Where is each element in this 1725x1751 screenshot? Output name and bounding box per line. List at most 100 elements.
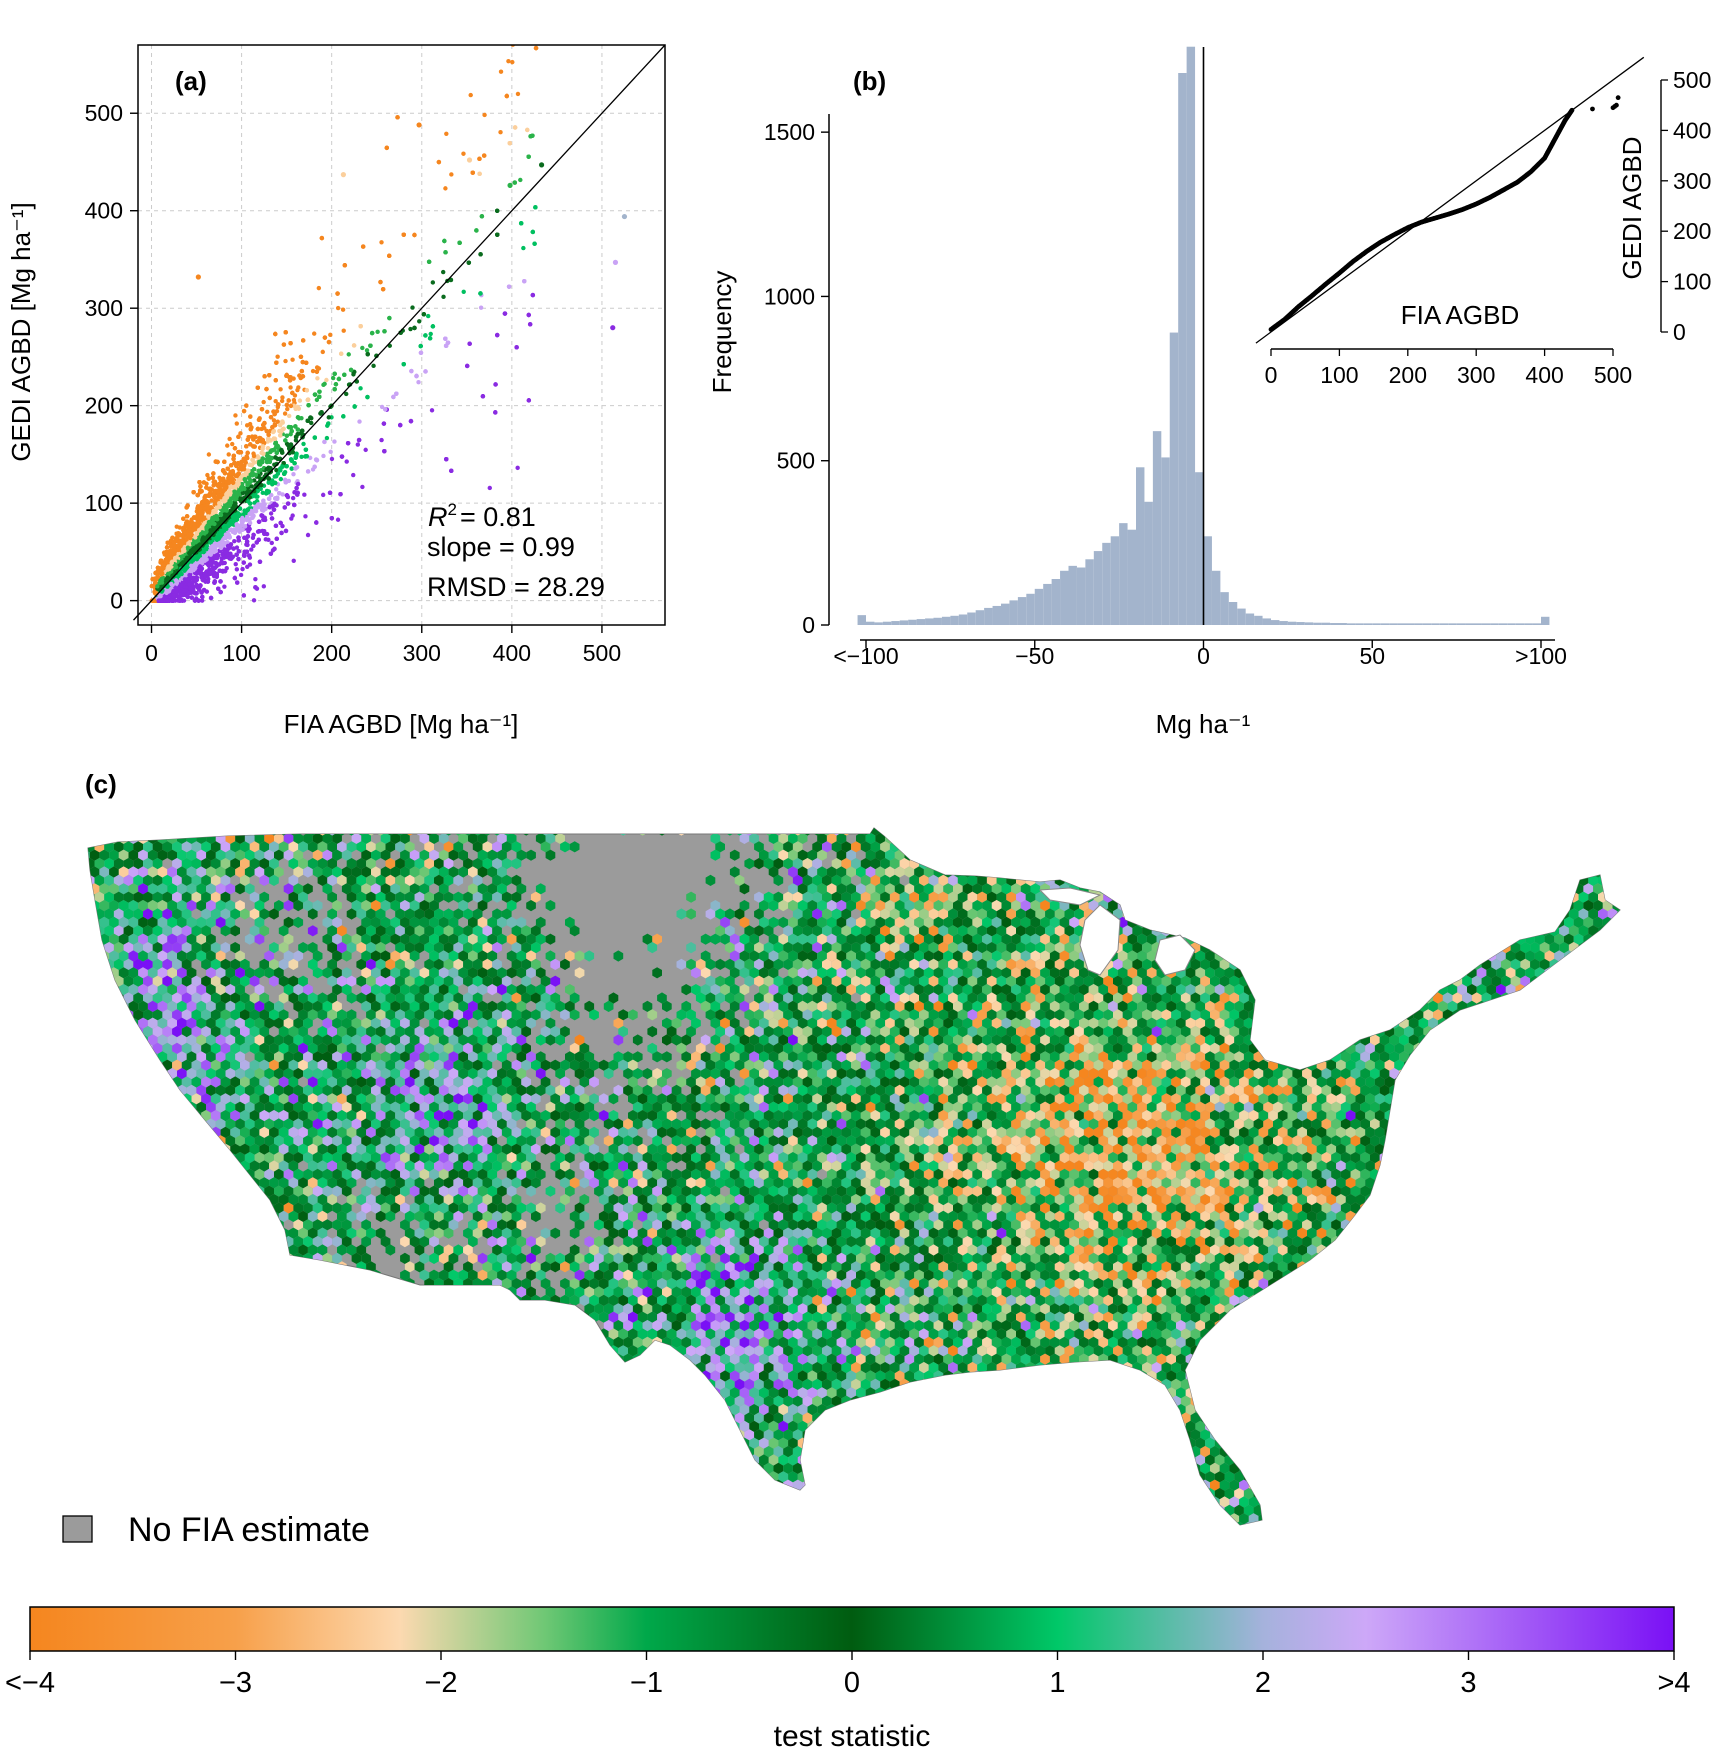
panel-a-point — [506, 284, 512, 289]
panel-a-point — [305, 532, 311, 538]
panel-a-point — [291, 376, 296, 381]
panel-a-point — [461, 289, 466, 294]
panel-a-point — [249, 547, 254, 552]
panel-a-point — [303, 514, 308, 519]
panel-a-point — [247, 562, 253, 567]
panel-a-point — [324, 377, 329, 383]
panel-a-point — [515, 91, 521, 97]
panel-a-point — [201, 480, 207, 485]
panel-a-point — [358, 386, 363, 391]
panel-a-point — [264, 428, 270, 434]
panel-a-point — [369, 330, 375, 336]
panel-a-point — [344, 459, 349, 464]
panel-a-point — [468, 92, 473, 98]
panel-a-point — [302, 492, 307, 497]
panel-a-point — [227, 436, 232, 442]
panel-a-point — [355, 442, 361, 447]
panel-a-point — [291, 471, 296, 477]
panel-a-point — [251, 598, 257, 603]
panel-a-point — [259, 406, 265, 412]
panel-a-point — [275, 354, 280, 359]
panel-a-point — [238, 431, 243, 436]
panel-a-point — [375, 329, 380, 335]
panel-a-point — [364, 348, 370, 353]
panel-a-point — [521, 245, 526, 251]
panel-a-point — [315, 376, 320, 381]
panel-a-point — [240, 566, 245, 572]
panel-a-point — [234, 545, 240, 550]
panel-a-point — [296, 385, 301, 390]
panel-a-point — [233, 561, 238, 567]
panel-a-point — [428, 331, 433, 337]
panel-a-point — [279, 398, 285, 404]
panel-a-point — [321, 382, 326, 388]
panel-a-point — [346, 352, 351, 357]
panel-a-point — [417, 319, 422, 324]
panel-a-point — [278, 387, 283, 392]
panel-a-point — [174, 524, 179, 529]
panel-a-point — [357, 419, 362, 424]
panel-a-point — [441, 269, 446, 275]
panel-a-point — [379, 437, 384, 443]
panel-a-point — [410, 305, 415, 310]
panel-a-point — [379, 240, 384, 245]
panel-a-point — [251, 543, 256, 549]
panel-a-point — [444, 131, 449, 137]
panel-a-point — [278, 476, 284, 482]
panel-a-point — [274, 360, 279, 365]
panel-a-point — [314, 397, 320, 403]
panel-a-point — [306, 402, 311, 408]
panel-a-point — [379, 404, 385, 410]
panel-a-point — [283, 358, 288, 364]
panel-a-point — [426, 313, 431, 319]
panel-a-point — [248, 414, 253, 419]
panel-a-point — [332, 439, 337, 444]
panel-a-point — [360, 345, 365, 351]
panel-a-point — [443, 186, 448, 191]
panel-a-point — [530, 292, 536, 298]
panel-a-point — [244, 515, 250, 520]
panel-a-point — [352, 369, 357, 375]
panel-a-point — [340, 307, 346, 312]
panel-a-point — [280, 492, 285, 497]
panel-a-point — [465, 363, 470, 369]
panel-a-points — [149, 45, 628, 603]
panel-a-point — [418, 343, 423, 349]
panel-a-point — [335, 517, 341, 522]
panel-a-point — [466, 260, 472, 265]
panel-a-point — [234, 421, 239, 426]
panel-a-point — [273, 398, 278, 404]
panel-a-point — [205, 472, 210, 478]
panel-a-point — [234, 567, 240, 572]
panel-a-point — [344, 391, 349, 397]
panel-a-point — [310, 368, 316, 374]
panel-a-point — [336, 376, 342, 382]
panel-a-point — [429, 408, 435, 413]
panel-a-point — [273, 523, 279, 529]
panel-a-point — [274, 487, 279, 492]
panel-a-point — [211, 483, 216, 488]
panel-a-point — [192, 598, 198, 603]
panel-a-point — [371, 363, 376, 369]
panel-a-point — [299, 454, 304, 460]
panel-a-point — [244, 423, 250, 428]
panel-a-point — [510, 59, 515, 65]
panel-a-point — [309, 420, 314, 426]
panel-a-point — [269, 540, 274, 546]
panel-a-point — [324, 435, 330, 441]
panel-a-point — [261, 399, 266, 405]
panel-a-point — [335, 305, 341, 311]
panel-a-point — [342, 372, 347, 377]
panel-a-point — [320, 492, 326, 498]
panel-a-point — [250, 515, 255, 520]
panel-a-point — [230, 441, 235, 447]
panel-a-point — [253, 576, 258, 582]
panel-a-point — [189, 595, 194, 600]
panel-a-point — [328, 449, 333, 455]
panel-a-point — [221, 555, 227, 560]
panel-a-point — [363, 447, 368, 453]
panel-a-point — [352, 404, 357, 409]
panel-a-point — [260, 490, 265, 496]
